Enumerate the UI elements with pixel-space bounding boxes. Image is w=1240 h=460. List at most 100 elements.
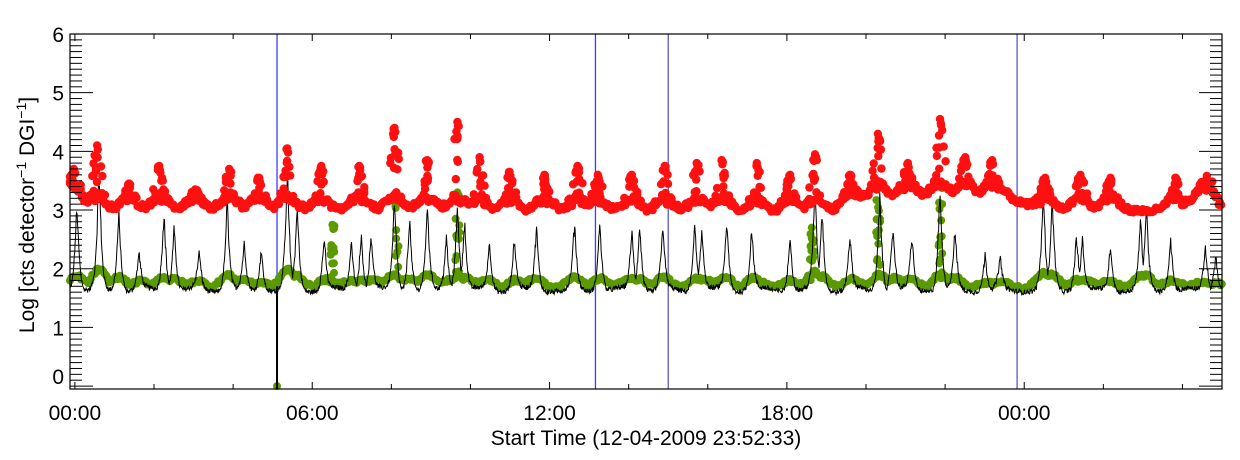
red-point xyxy=(481,193,491,203)
red-point xyxy=(633,187,642,196)
green-point xyxy=(807,223,816,232)
y-tick-label: 2 xyxy=(52,259,64,282)
red-point xyxy=(756,183,766,192)
red-point xyxy=(453,157,462,166)
red-point xyxy=(283,148,293,157)
red-point xyxy=(453,132,462,141)
red-point xyxy=(961,157,971,166)
red-point xyxy=(719,170,728,180)
red-point xyxy=(718,160,727,169)
red-point xyxy=(1171,177,1181,187)
red-point xyxy=(1166,190,1175,200)
red-point xyxy=(355,165,365,175)
red-point xyxy=(877,164,886,173)
green-point xyxy=(807,234,816,243)
red-point xyxy=(316,189,325,198)
red-point xyxy=(1107,177,1116,187)
red-point xyxy=(628,174,637,184)
y-tick-label: 0 xyxy=(52,366,64,389)
red-point xyxy=(1041,177,1051,187)
red-point xyxy=(225,191,234,200)
red-point xyxy=(982,177,991,187)
red-point xyxy=(690,187,699,197)
black-series xyxy=(69,174,1222,390)
red-point xyxy=(281,172,291,182)
green-point xyxy=(452,252,461,261)
red-point xyxy=(955,174,964,183)
red-point xyxy=(543,184,552,193)
green-point xyxy=(809,248,818,256)
red-point xyxy=(88,171,97,181)
red-point xyxy=(789,195,798,204)
plot-frame xyxy=(69,33,1223,390)
red-point xyxy=(661,188,670,198)
red-point xyxy=(936,119,945,128)
red-point xyxy=(934,131,944,140)
red-point xyxy=(719,182,728,191)
red-point xyxy=(319,177,328,186)
red-point xyxy=(964,172,973,181)
x-axis-label: Start Time (12-04-2009 23:52:33) xyxy=(491,427,802,450)
red-point xyxy=(390,145,399,154)
red-point xyxy=(93,145,103,154)
red-point xyxy=(941,157,950,166)
red-point xyxy=(874,151,883,161)
red-point xyxy=(724,192,734,201)
red-point xyxy=(506,171,515,181)
x-tick-label: 18:00 xyxy=(761,402,814,425)
red-point xyxy=(282,158,291,167)
axes xyxy=(69,33,1223,390)
red-point xyxy=(811,154,820,163)
x-tick-label: 00:00 xyxy=(998,402,1051,425)
red-point xyxy=(450,191,459,201)
red-point xyxy=(661,165,670,175)
red-point xyxy=(846,188,856,198)
green-point xyxy=(873,232,882,241)
red-point xyxy=(932,171,941,180)
green-point xyxy=(876,217,884,226)
red-point xyxy=(1109,190,1118,199)
red-point xyxy=(451,174,460,184)
red-point xyxy=(839,188,849,197)
red-point xyxy=(587,189,596,199)
tick-labels: 0 1 2 3 4 5 6 00:00 06:00 12:00 18:00 00:00 xyxy=(49,24,1051,425)
red-point xyxy=(786,174,796,184)
red-point xyxy=(92,177,102,187)
red-point xyxy=(255,177,265,187)
red-point xyxy=(100,190,110,200)
red-point xyxy=(157,176,166,185)
red-point xyxy=(568,180,578,189)
red-point xyxy=(225,168,235,178)
red-point xyxy=(76,180,85,190)
red-point xyxy=(932,151,942,161)
red-point xyxy=(869,173,879,182)
red-point xyxy=(574,165,583,175)
red-point xyxy=(846,174,855,184)
red-point xyxy=(360,183,369,192)
green-point xyxy=(326,249,335,258)
red-point xyxy=(279,184,288,193)
red-point xyxy=(780,191,790,200)
x-tick-label: 00:00 xyxy=(49,402,102,425)
red-point xyxy=(753,163,762,172)
red-point xyxy=(191,189,201,198)
red-point xyxy=(476,157,485,166)
red-point xyxy=(988,160,998,169)
red-point xyxy=(126,193,135,203)
red-point xyxy=(125,183,135,192)
red-point xyxy=(98,171,107,181)
red-point xyxy=(808,171,817,180)
red-point xyxy=(1102,190,1112,199)
red-point xyxy=(620,193,629,203)
y-tick-label: 5 xyxy=(52,83,64,106)
x-tick-label: 06:00 xyxy=(286,402,339,425)
red-point xyxy=(815,191,825,200)
red-point xyxy=(317,165,327,175)
green-point xyxy=(937,274,946,283)
y-axis-label: Log [cts detector−1 DGI−1] xyxy=(13,97,39,333)
y-tick-label: 1 xyxy=(52,317,64,340)
red-point xyxy=(541,174,550,184)
red-point xyxy=(389,163,399,173)
red-point xyxy=(1202,186,1211,195)
x-tick-label: 12:00 xyxy=(523,402,576,425)
